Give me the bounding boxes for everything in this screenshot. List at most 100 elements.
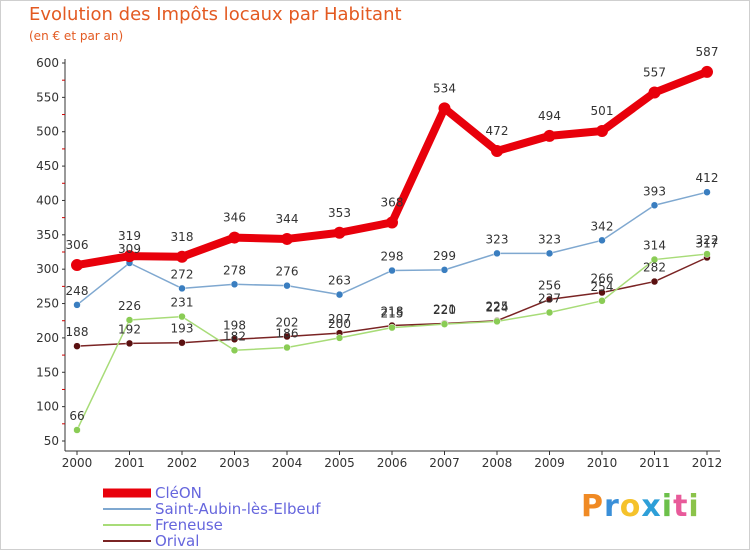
data-label: 266 <box>591 272 614 286</box>
chart-subtitle: (en € et par an) <box>29 29 124 43</box>
data-point <box>283 332 291 341</box>
data-point <box>125 316 134 324</box>
data-label: 309 <box>118 242 141 256</box>
legend-label: CléON <box>155 484 202 502</box>
data-label: 534 <box>433 81 456 95</box>
data-point <box>598 297 606 305</box>
data-label: 215 <box>381 307 404 321</box>
data-point <box>230 346 239 355</box>
data-label: 393 <box>643 184 666 198</box>
data-label: 248 <box>66 284 89 298</box>
y-tick-label: 400 <box>36 193 59 207</box>
data-point <box>648 86 661 99</box>
x-tick-label: 2006 <box>377 456 408 470</box>
data-point <box>71 259 83 272</box>
data-label: 221 <box>433 302 456 316</box>
data-point <box>545 308 554 317</box>
data-label: 254 <box>591 280 614 294</box>
data-point <box>598 288 606 297</box>
data-label: 224 <box>486 300 509 314</box>
data-label: 256 <box>538 278 561 292</box>
data-point <box>228 231 241 244</box>
data-label: 278 <box>223 263 246 277</box>
data-point <box>438 102 451 115</box>
data-point <box>703 250 711 258</box>
data-point <box>545 249 554 258</box>
data-label: 207 <box>328 312 351 326</box>
data-label: 346 <box>223 211 246 225</box>
y-tick-label: 500 <box>36 125 59 139</box>
data-point <box>650 255 659 264</box>
data-point <box>386 216 398 229</box>
y-tick-label: 300 <box>36 262 59 276</box>
x-tick-label: 2011 <box>639 456 670 470</box>
logo-letter: r <box>604 489 620 524</box>
data-label: 282 <box>643 261 666 275</box>
x-tick-label: 2010 <box>587 456 618 470</box>
data-point <box>283 281 291 290</box>
data-label: 298 <box>381 250 404 264</box>
data-label: 220 <box>433 303 456 317</box>
x-tick-label: 2005 <box>324 456 355 470</box>
data-point <box>493 317 501 326</box>
logo-letter: x <box>641 489 662 524</box>
data-point <box>73 426 81 434</box>
logo-letter: i <box>661 489 674 524</box>
data-point <box>73 342 81 350</box>
data-point <box>333 226 346 239</box>
data-label: 188 <box>66 325 89 339</box>
data-point <box>598 236 606 245</box>
y-tick-label: 50 <box>44 434 59 448</box>
data-label: 323 <box>486 232 509 246</box>
y-tick-label: 100 <box>36 400 59 414</box>
data-label: 494 <box>538 109 561 123</box>
x-tick-label: 2001 <box>114 456 145 470</box>
data-label: 368 <box>381 195 404 209</box>
x-tick-label: 2007 <box>429 456 460 470</box>
logo-letter: t <box>673 489 689 524</box>
data-label: 322 <box>696 233 719 247</box>
data-point <box>73 301 81 309</box>
data-label: 323 <box>538 232 561 246</box>
data-label: 198 <box>223 318 246 332</box>
data-label: 182 <box>223 329 246 343</box>
x-tick-label: 2002 <box>167 456 198 470</box>
x-tick-label: 2012 <box>692 456 723 470</box>
data-label: 472 <box>486 124 509 138</box>
data-point <box>123 250 136 263</box>
data-label: 263 <box>328 274 351 288</box>
x-tick-label: 2000 <box>62 456 93 470</box>
data-label: 306 <box>66 238 89 252</box>
data-point <box>650 277 659 286</box>
data-label: 237 <box>538 291 561 305</box>
data-label: 342 <box>591 219 614 233</box>
data-point <box>491 144 503 157</box>
data-point <box>281 232 293 245</box>
data-label: 202 <box>276 316 299 330</box>
y-tick-label: 150 <box>36 365 59 379</box>
logo-letter: P <box>581 489 604 524</box>
data-point <box>543 129 556 142</box>
data-point <box>335 334 344 342</box>
data-point <box>335 290 344 299</box>
data-label: 557 <box>643 66 666 80</box>
data-point <box>545 295 554 304</box>
data-point <box>178 338 186 347</box>
data-label: 272 <box>171 267 194 281</box>
data-point <box>701 65 713 78</box>
x-tick-label: 2004 <box>272 456 303 470</box>
data-point <box>388 266 396 275</box>
data-point <box>440 320 449 328</box>
data-label: 353 <box>328 206 351 220</box>
data-label: 412 <box>696 171 719 185</box>
data-point <box>230 335 239 344</box>
logo-letter: i <box>688 489 700 524</box>
data-label: 66 <box>69 409 84 423</box>
y-tick-label: 250 <box>36 297 59 311</box>
data-label: 186 <box>276 327 299 341</box>
y-tick-label: 350 <box>36 228 59 242</box>
data-label: 314 <box>643 239 666 253</box>
data-point <box>596 125 608 138</box>
